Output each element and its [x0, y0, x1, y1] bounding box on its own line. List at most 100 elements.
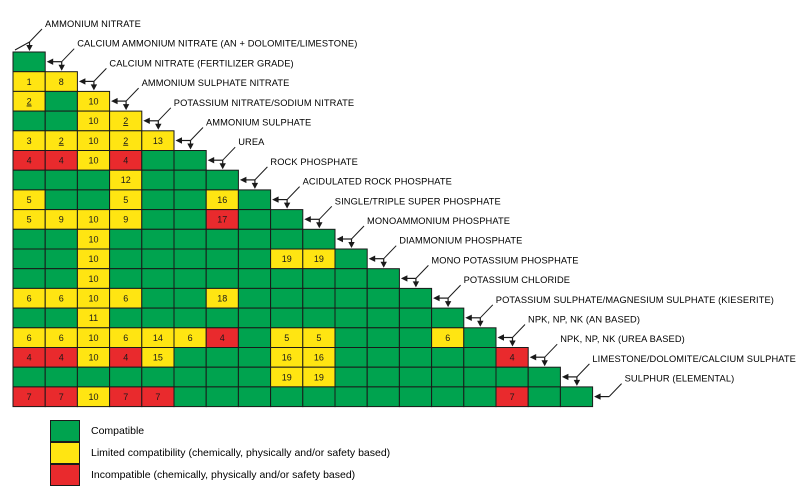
fertilizer-label-14: POTASSIUM CHLORIDE: [464, 275, 570, 285]
matrix-cell-number: 7: [59, 392, 64, 402]
matrix-cell-r17c5: [141, 366, 175, 388]
matrix-cell-number: 4: [510, 353, 515, 363]
label-connector-line: [125, 87, 139, 102]
matrix-cell-r15c11: [334, 327, 368, 348]
matrix-cell-r17c8: [237, 366, 272, 388]
matrix-cell-number: 5: [284, 333, 289, 343]
matrix-cell-r15c8: [237, 327, 272, 348]
matrix-cell-number: 19: [282, 372, 292, 382]
legend-label-compatible: Compatible: [91, 425, 145, 437]
row-arrowhead-icon: [207, 157, 215, 164]
row-arrowhead-icon: [465, 314, 472, 321]
matrix-cell-number: 6: [445, 333, 450, 343]
matrix-cell-r17c7: [205, 366, 239, 388]
row-arrowhead-icon: [78, 78, 86, 85]
matrix-cell-r8c8: [237, 189, 272, 211]
column-arrowhead-icon: [58, 64, 65, 71]
matrix-cell-r18c8: [237, 386, 272, 408]
matrix-cell-number: 4: [27, 156, 32, 166]
matrix-cell-r17c16: [495, 366, 529, 388]
matrix-cell-r16c14: [431, 347, 465, 368]
matrix-cell-number: 6: [123, 333, 128, 343]
matrix-cell-r10c8: [237, 228, 272, 250]
row-arrowhead-icon: [46, 58, 54, 65]
matrix-cell-number: 6: [59, 333, 64, 343]
matrix-cell-r14c5: [141, 307, 175, 329]
matrix-cell-number: 2: [123, 116, 128, 126]
row-arrowhead-icon: [175, 137, 182, 144]
matrix-cell-r18c6: [173, 386, 207, 408]
column-arrowhead-icon: [26, 45, 33, 51]
matrix-cell-r17c6: [173, 366, 207, 388]
fertilizer-label-8: ROCK PHOSPHATE: [270, 157, 358, 167]
legend-swatch-limited: [50, 441, 80, 464]
matrix-cell-r17c11: [334, 366, 368, 388]
matrix-cell-r12c7: [205, 268, 239, 289]
label-connector-line: [29, 28, 43, 43]
matrix-cell-number: 5: [316, 333, 321, 343]
matrix-cell-number: 4: [123, 353, 128, 363]
label-connector-line: [544, 343, 558, 358]
column-arrowhead-icon: [187, 143, 194, 150]
matrix-cell-r12c6: [173, 268, 207, 289]
matrix-cell-number: 10: [88, 156, 98, 166]
matrix-cell-r14c6: [173, 307, 207, 329]
matrix-cell-number: 5: [27, 195, 32, 205]
column-arrowhead-icon: [380, 261, 387, 268]
column-arrowhead-icon: [573, 379, 581, 386]
matrix-cell-r18c11: [334, 386, 368, 408]
matrix-cell-r13c5: [141, 287, 175, 309]
matrix-cell-r13c8: [237, 287, 272, 309]
label-connector-line: [286, 186, 300, 200]
matrix-cell-number: 17: [217, 215, 227, 225]
matrix-cell-r8c5: [141, 189, 175, 211]
label-connector-line: [383, 245, 397, 260]
matrix-cell-number: 9: [123, 215, 128, 225]
matrix-cell-number: 19: [314, 254, 324, 264]
matrix-cell-r10c4: [109, 228, 143, 250]
matrix-cell-number: 1: [27, 77, 32, 87]
matrix-cell-number: 15: [153, 353, 163, 363]
column-arrowhead-icon: [477, 320, 484, 327]
matrix-cell-number: 19: [314, 372, 324, 382]
matrix-cell-r18c15: [463, 386, 497, 408]
matrix-cell-number: 6: [27, 333, 32, 343]
matrix-cell-number: 2: [27, 97, 32, 107]
matrix-cell-r18c10: [302, 386, 336, 408]
matrix-cell-number: 2: [59, 136, 64, 146]
matrix-cell-r15c12: [366, 327, 400, 348]
matrix-cell-r18c7: [205, 386, 239, 408]
row-arrowhead-icon: [336, 235, 343, 243]
matrix-cell-number: 11: [89, 313, 98, 323]
matrix-cell-r17c2: [44, 366, 78, 388]
fertilizer-label-17: NPK, NP, NK (UREA BASED): [560, 334, 685, 344]
matrix-cell-r12c9: [270, 268, 304, 289]
matrix-cell-r8c6: [173, 189, 207, 211]
column-arrowhead-icon: [444, 301, 452, 308]
matrix-cell-number: 10: [88, 234, 98, 244]
matrix-cell-r16c13: [398, 347, 433, 368]
matrix-cell-r18c17: [527, 386, 561, 408]
matrix-cell-number: 19: [282, 254, 292, 264]
matrix-cell-r11c5: [141, 248, 175, 270]
matrix-cell-r11c6: [173, 248, 207, 270]
matrix-cell-r18c13: [398, 386, 433, 408]
label-connector-line: [447, 284, 461, 299]
legend-item-limited: Limited compatibility (chemically, physi…: [50, 441, 391, 464]
row-arrowhead-icon: [272, 196, 279, 203]
matrix-cell-r16c12: [366, 347, 400, 368]
matrix-cell-r14c12: [366, 307, 400, 329]
matrix-cell-number: 6: [59, 293, 64, 303]
column-arrowhead-icon: [541, 360, 548, 367]
legend-label-limited: Limited compatibility (chemically, physi…: [91, 447, 391, 459]
matrix-cell-r4c2: [44, 110, 78, 132]
matrix-cell-number: 7: [155, 392, 160, 402]
column-arrowhead-icon: [155, 123, 162, 130]
matrix-cell-r17c14: [431, 366, 465, 388]
matrix-cell-r10c1: [12, 228, 46, 250]
matrix-cell-r10c9: [270, 228, 304, 250]
legend-item-incompatible: Incompatible (chemically, physically and…: [50, 463, 390, 486]
matrix-cell-number: 12: [121, 175, 131, 185]
fertilizer-label-15: POTASSIUM SULPHATE/MAGNESIUM SULPHATE (K…: [496, 295, 774, 305]
matrix-cell-r14c8: [237, 307, 272, 329]
